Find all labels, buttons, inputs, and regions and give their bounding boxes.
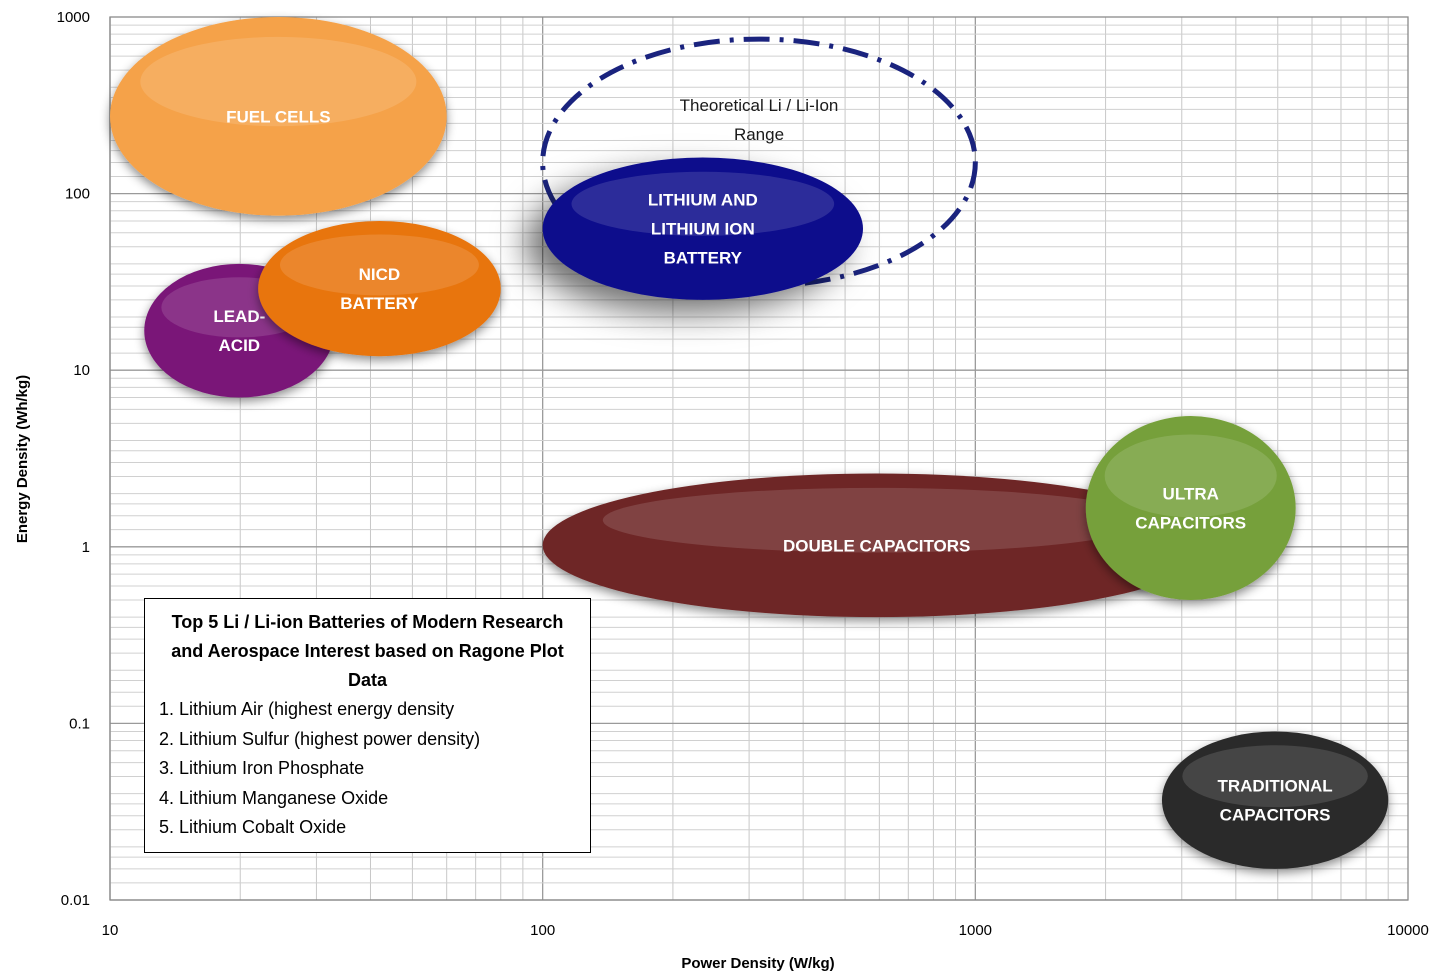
- region-label: ACID: [219, 336, 261, 355]
- region-label: LITHIUM ION: [651, 220, 755, 239]
- annotation-item: 2. Lithium Sulfur (highest power density…: [159, 728, 481, 749]
- region-highlight: [571, 171, 835, 236]
- region-ellipse: [542, 157, 863, 300]
- region-ellipse: [542, 473, 1211, 618]
- annotation-title: Top 5 Li / Li-ion Batteries of Modern Re…: [171, 612, 564, 690]
- annotation-list: 1. Lithium Air (highest energy density 2…: [145, 695, 590, 843]
- regions: FUEL CELLS Theoretical Li / Li-Ion Range LI…: [110, 17, 1389, 869]
- region-nicd-battery: NICD BATTERY: [258, 220, 501, 357]
- y-tick-label: 0.1: [69, 715, 90, 732]
- region-label: CAPACITORS: [1135, 514, 1246, 533]
- region-ellipse: [258, 220, 501, 357]
- x-tick-labels: 10 100 1000 10000: [102, 922, 1429, 939]
- x-tick-label: 1000: [959, 922, 992, 939]
- region-fuel-cells: FUEL CELLS: [110, 17, 447, 216]
- y-tick-label: 0.01: [61, 892, 90, 909]
- y-axis-title: Energy Density (Wh/kg): [14, 375, 31, 543]
- region-ellipse: [1085, 416, 1296, 600]
- region-label: Theoretical Li / Li-Ion: [680, 96, 839, 115]
- region-label: LITHIUM AND: [648, 191, 758, 210]
- region-ultra-capacitors: ULTRA CAPACITORS: [1085, 416, 1296, 600]
- y-tick-label: 10: [73, 362, 90, 379]
- region-label: DOUBLE CAPACITORS: [783, 536, 970, 555]
- region-highlight: [279, 234, 479, 296]
- region-highlight: [602, 487, 1151, 553]
- annotation-item: 1. Lithium Air (highest energy density: [159, 699, 455, 719]
- region-label: BATTERY: [340, 294, 419, 313]
- region-label: ULTRA: [1163, 485, 1219, 504]
- region-label: FUEL CELLS: [226, 107, 331, 126]
- region-label: NICD: [359, 265, 401, 284]
- y-tick-label: 1: [82, 539, 90, 556]
- region-double-capacitors: DOUBLE CAPACITORS: [542, 473, 1211, 618]
- annotation-item: 5. Lithium Cobalt Oxide: [159, 817, 347, 837]
- region-ellipse: [110, 17, 447, 216]
- plot-border: [109, 16, 1409, 901]
- y-tick-label: 1000: [57, 9, 90, 26]
- x-tick-label: 10000: [1387, 922, 1429, 939]
- annotation-box: Top 5 Li / Li-ion Batteries of Modern Re…: [144, 598, 591, 853]
- region-highlight: [1182, 745, 1368, 808]
- region-label: Range: [734, 125, 784, 144]
- region-label: TRADITIONAL: [1217, 777, 1332, 796]
- y-tick-labels: 0.01 0.1 1 10 100 1000: [57, 9, 90, 909]
- region-highlight: [140, 36, 417, 127]
- region-label: BATTERY: [664, 249, 743, 268]
- region-lithium-and-lithium-ion-battery: LITHIUM AND LITHIUM ION BATTERY: [542, 157, 863, 300]
- region-label: CAPACITORS: [1220, 806, 1331, 825]
- region-traditional-capacitors: TRADITIONAL CAPACITORS: [1161, 731, 1389, 869]
- region-ellipse: [1161, 731, 1389, 869]
- region-label: LEAD-: [213, 307, 265, 326]
- x-tick-label: 100: [530, 922, 555, 939]
- y-tick-label: 100: [65, 186, 90, 203]
- annotation-item: 4. Lithium Manganese Oxide: [159, 787, 389, 808]
- annotation-item: 3. Lithium Iron Phosphate: [159, 758, 365, 778]
- x-axis-title: Power Density (W/kg): [681, 955, 834, 972]
- region-highlight: [1104, 434, 1277, 518]
- x-tick-label: 10: [102, 922, 119, 939]
